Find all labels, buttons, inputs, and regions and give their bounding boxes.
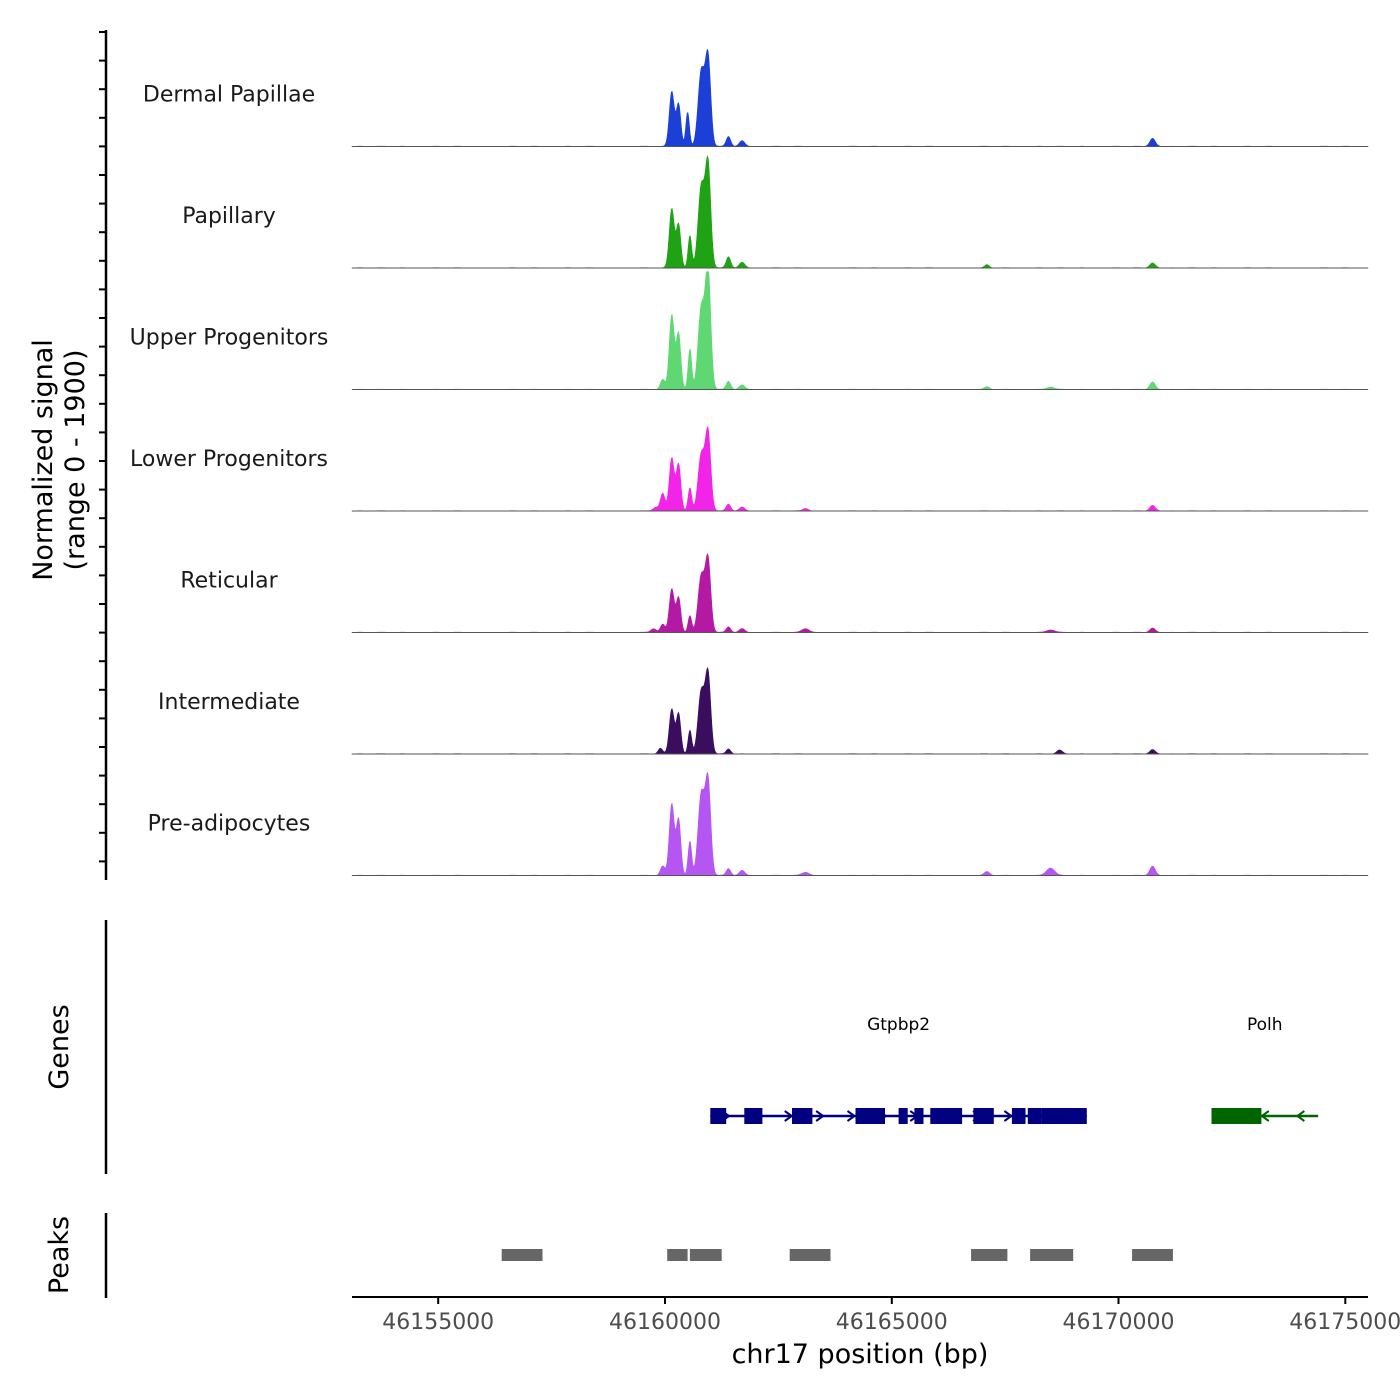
track-upper-progenitors: Upper Progenitors: [130, 271, 1369, 390]
x-axis-ticks: 46155000 46160000 46165000 46170000 46175000: [382, 1297, 1400, 1335]
exon: [930, 1108, 963, 1124]
exon: [855, 1108, 885, 1124]
peak-track: [501, 1249, 1173, 1261]
track-intermediate: Intermediate: [158, 666, 1369, 755]
gene-name: Gtpbp2: [867, 1015, 930, 1035]
gene-name: Polh: [1247, 1015, 1283, 1035]
peaks-track-label: Peaks: [44, 1216, 75, 1294]
strand-arrow: [815, 1110, 825, 1122]
gene-track: Gtpbp2 Polh: [710, 1015, 1319, 1124]
track-reticular: Reticular: [180, 553, 1369, 633]
exon: [744, 1108, 763, 1124]
y-axis-title: Normalized signal: [28, 339, 59, 581]
exon: [1055, 1108, 1087, 1124]
peak-region: [789, 1249, 831, 1261]
track-pre-adipocytes: Pre-adipocytes: [148, 771, 1369, 876]
signal-area: [351, 48, 1369, 147]
signal-area: [351, 771, 1369, 876]
strand-arrow: [784, 1110, 794, 1122]
signal-area: [351, 154, 1369, 269]
track-label: Upper Progenitors: [130, 326, 329, 351]
exon: [1011, 1108, 1026, 1124]
x-tick-label: 46155000: [382, 1310, 494, 1335]
strand-arrow: [846, 1110, 857, 1122]
peak-region: [667, 1249, 688, 1261]
strand-arrow: [1295, 1110, 1305, 1122]
strand-arrow: [1260, 1110, 1270, 1122]
exon: [1027, 1108, 1042, 1124]
x-tick-label: 46175000: [1289, 1310, 1400, 1335]
track-lower-progenitors: Lower Progenitors: [130, 425, 1369, 512]
x-tick-label: 46170000: [1063, 1310, 1175, 1335]
x-tick-label: 46160000: [609, 1310, 721, 1335]
peak-region: [501, 1249, 543, 1261]
y-axis-subtitle: (range 0 - 1900): [60, 350, 91, 571]
peak-region: [971, 1249, 1008, 1261]
track-label: Intermediate: [158, 690, 300, 715]
exon: [792, 1108, 813, 1124]
peak-region: [1132, 1249, 1173, 1261]
x-axis-title: chr17 position (bp): [732, 1339, 989, 1370]
track-label: Pre-adipocytes: [148, 812, 311, 837]
signal-area: [351, 553, 1369, 633]
peak-region: [1030, 1249, 1074, 1261]
track-label: Dermal Papillae: [143, 83, 315, 108]
signal-axis-ticks: [99, 31, 106, 863]
track-label: Lower Progenitors: [130, 447, 328, 472]
gene-polh: Polh: [1211, 1015, 1319, 1124]
track-dermal-papillae: Dermal Papillae: [143, 48, 1369, 147]
gene-gtpbp2: Gtpbp2: [710, 1015, 1087, 1124]
signal-area: [351, 425, 1369, 512]
exon: [973, 1108, 994, 1124]
exon: [898, 1108, 908, 1124]
track-label: Papillary: [182, 204, 276, 229]
exon: [914, 1108, 924, 1124]
exon: [1041, 1108, 1055, 1124]
track-papillary: Papillary: [182, 154, 1369, 269]
signal-area: [351, 271, 1369, 390]
peak-region: [689, 1249, 722, 1261]
genes-track-label: Genes: [44, 1004, 75, 1089]
exon: [1211, 1108, 1262, 1124]
track-label: Reticular: [180, 569, 278, 594]
signal-area: [351, 666, 1369, 755]
strand-arrow: [1003, 1110, 1014, 1122]
x-tick-label: 46165000: [836, 1310, 948, 1335]
signal-tracks: Dermal Papillae Papillary Upper Progenitor…: [130, 48, 1369, 876]
exon: [710, 1108, 727, 1124]
